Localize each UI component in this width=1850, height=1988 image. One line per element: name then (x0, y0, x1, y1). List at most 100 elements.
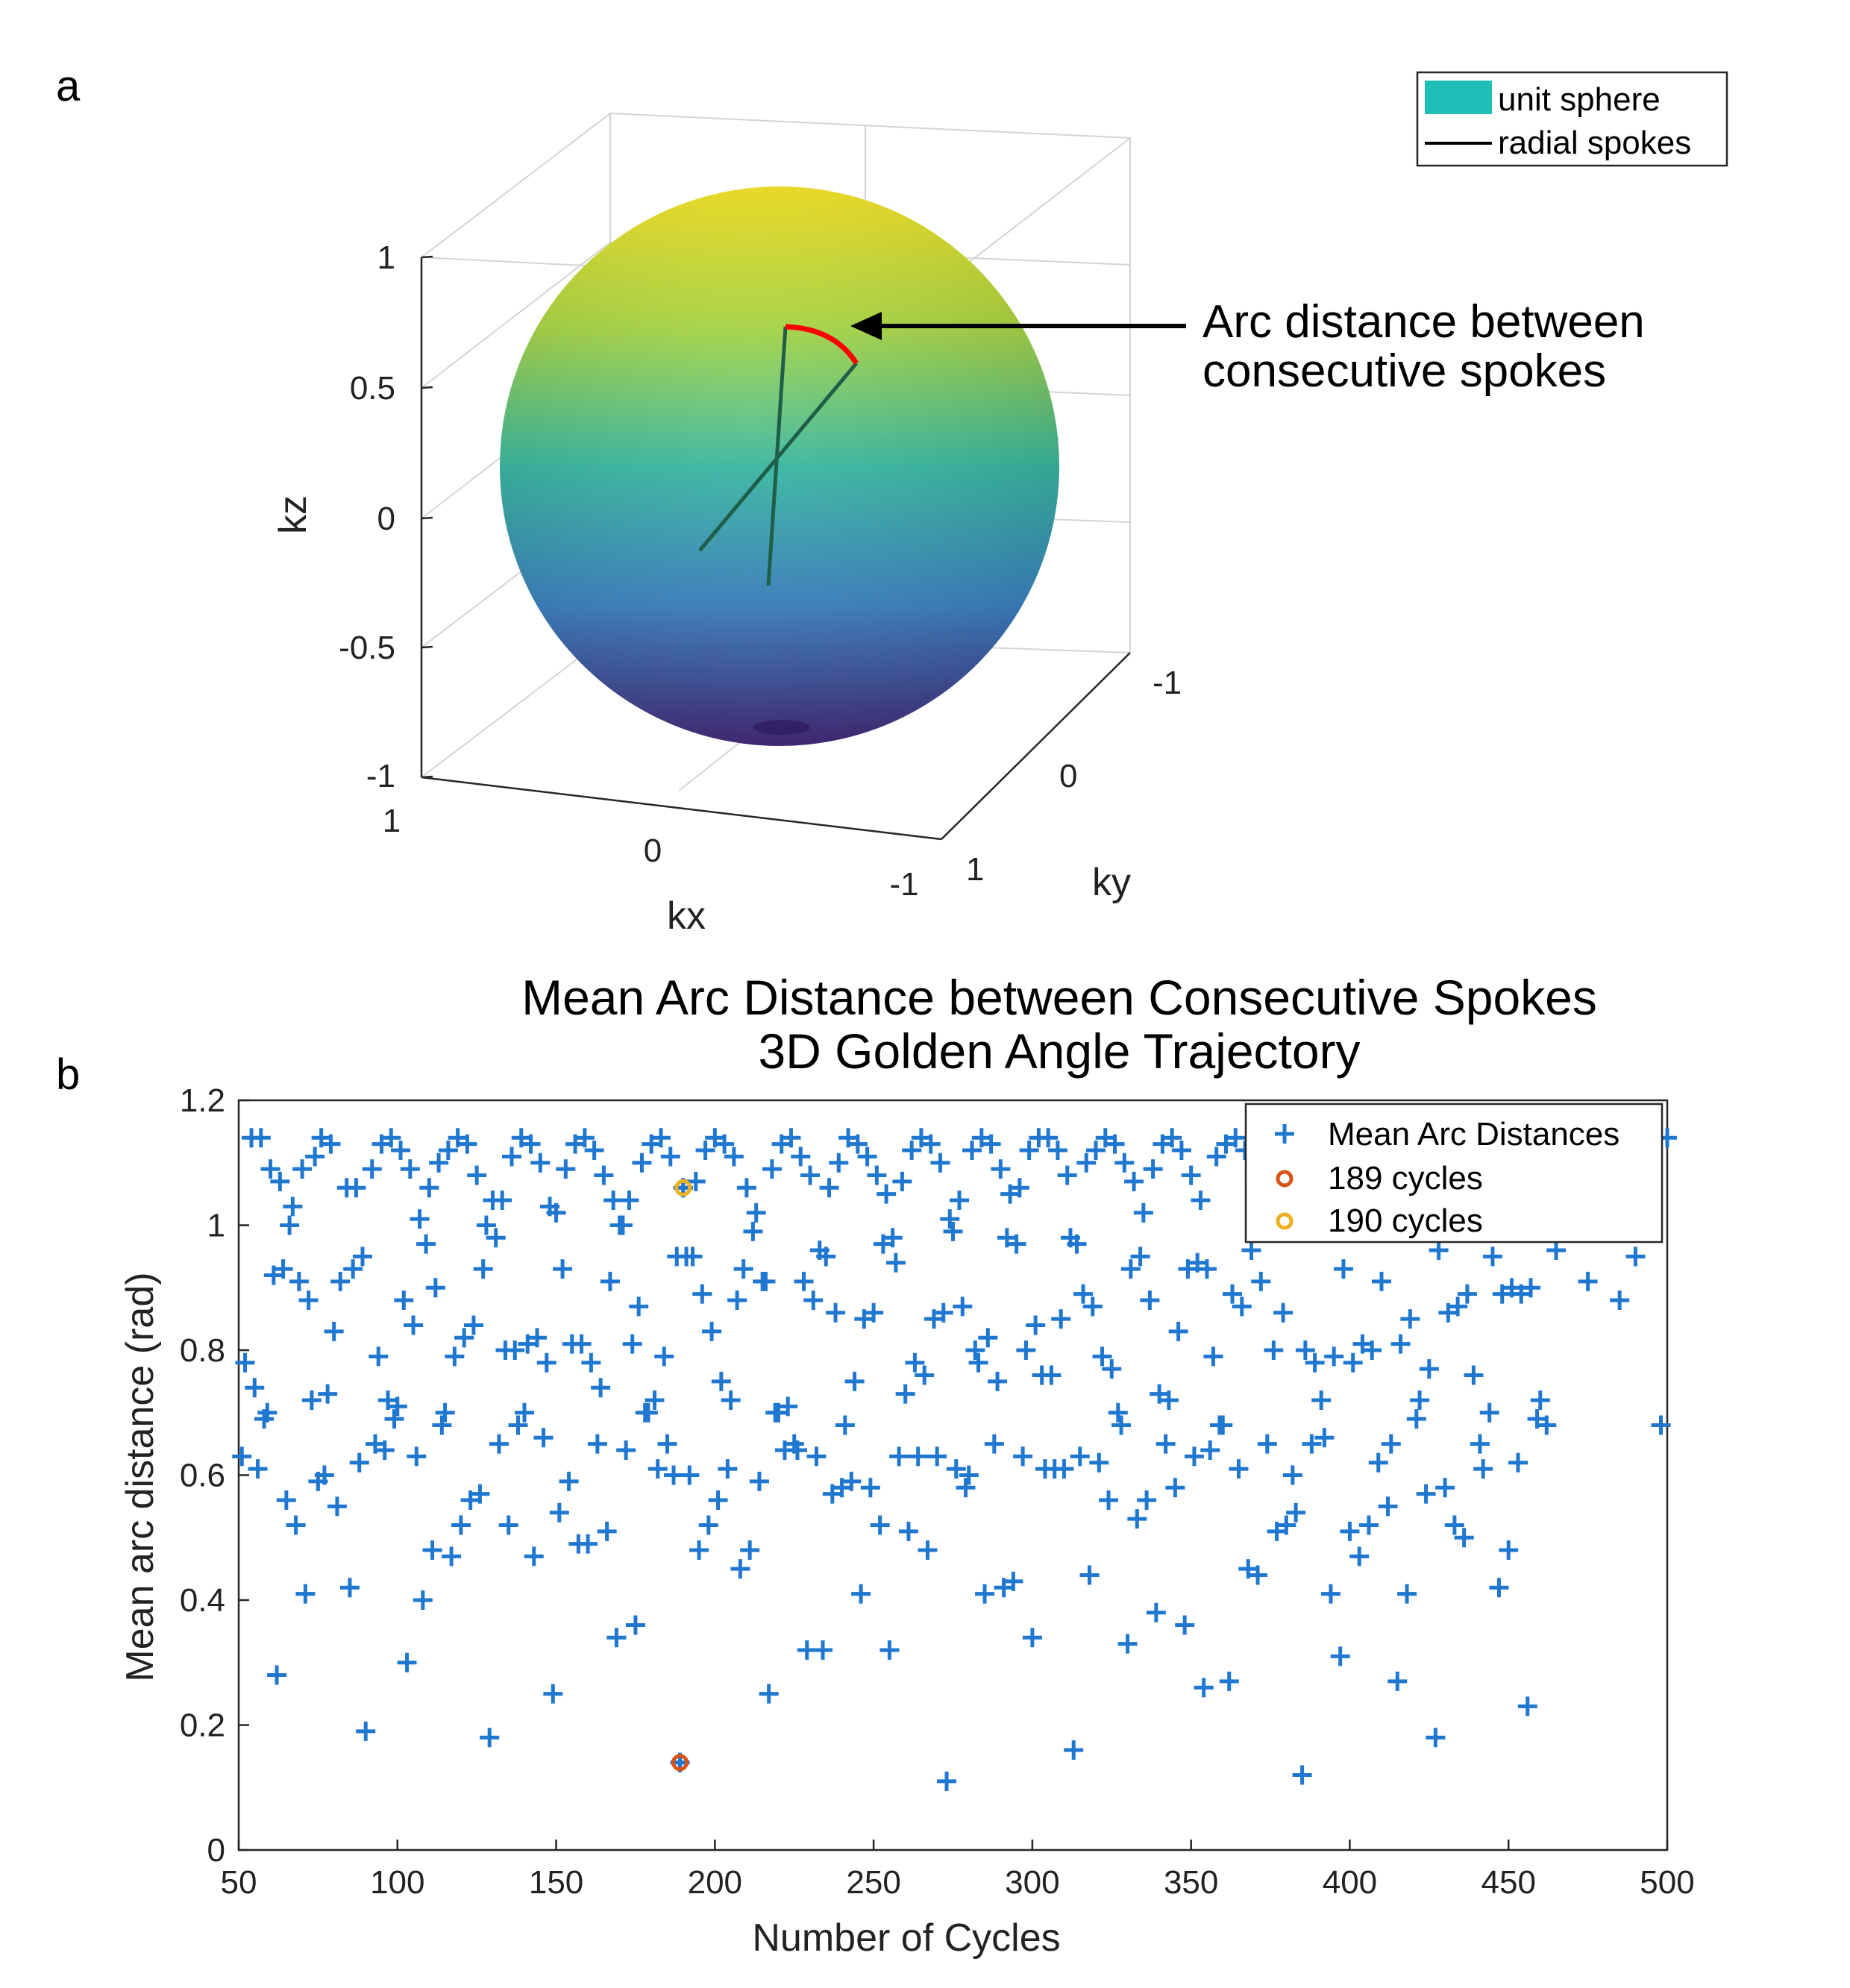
data-point (457, 1134, 477, 1154)
data-point (1229, 1459, 1249, 1479)
data-point (1146, 1602, 1166, 1622)
data-point (844, 1371, 865, 1391)
data-point (650, 1128, 671, 1148)
data-point (698, 1515, 718, 1535)
legend-sphere-label: unit sphere (1498, 81, 1661, 118)
y-tick-label: 0.4 (180, 1582, 225, 1619)
data-point (442, 1546, 462, 1567)
data-point (1378, 1496, 1398, 1517)
legend-circle-marker (1276, 1170, 1294, 1188)
data-point (826, 1302, 846, 1323)
data-point (905, 1352, 925, 1373)
kz-axis-label: kz (272, 495, 315, 534)
legend-plus-marker (1275, 1124, 1294, 1144)
y-tick-label: 0.2 (180, 1708, 225, 1744)
data-point (343, 1259, 363, 1279)
data-point (711, 1371, 731, 1391)
data-point (800, 1165, 820, 1185)
data-point (1120, 1259, 1141, 1279)
data-point (1047, 1141, 1067, 1160)
data-point (727, 1291, 747, 1310)
data-point (543, 1684, 563, 1704)
data-point (1302, 1434, 1322, 1454)
data-point (1130, 1247, 1150, 1267)
data-point (959, 1465, 979, 1485)
data-point (587, 1434, 607, 1454)
data-point-highlight-2 (674, 1179, 692, 1197)
data-point (1454, 1528, 1474, 1548)
data-point (791, 1147, 811, 1167)
data-point (536, 1352, 556, 1373)
data-point (645, 1390, 665, 1410)
data-point (1400, 1309, 1420, 1329)
kz-tick-label: 0.5 (350, 370, 395, 407)
data-point (864, 1302, 884, 1323)
data-point (616, 1440, 636, 1460)
data-point (546, 1202, 566, 1223)
x-axis-label: Number of Cycles (752, 1916, 1060, 1960)
data-point (721, 1390, 741, 1410)
legend-label-189: 189 cycles (1328, 1160, 1483, 1197)
data-point (232, 1446, 252, 1467)
data-point (1416, 1484, 1436, 1504)
data-point (686, 1171, 706, 1191)
data-point (902, 1141, 922, 1160)
data-point (410, 1209, 430, 1229)
data-point (400, 1159, 420, 1179)
data-point (1079, 1565, 1100, 1585)
panel-b-legend: Mean Arc Distances 189 cycles 190 cycles (1244, 1103, 1664, 1244)
data-point (882, 1228, 903, 1248)
radial-spoke-2 (698, 362, 858, 552)
data-point (476, 1215, 496, 1235)
data-point (740, 1540, 760, 1560)
data-point (1213, 1415, 1233, 1435)
data-point (286, 1515, 306, 1535)
data-point (657, 1434, 677, 1454)
data-point (273, 1259, 293, 1279)
data-point (889, 1446, 909, 1467)
data-point (245, 1378, 265, 1398)
x-tick-label: 150 (529, 1864, 583, 1901)
data-point (908, 1446, 928, 1467)
data-point (425, 1278, 445, 1298)
data-point (829, 1153, 849, 1173)
data-point (1175, 1615, 1195, 1635)
data-point (486, 1228, 506, 1248)
legend-marker-189 (1276, 1170, 1294, 1188)
panel-a-legend: unit sphere radial spokes (1416, 71, 1728, 167)
data-point (435, 1402, 455, 1423)
data-point (419, 1178, 439, 1198)
data-point (943, 1221, 963, 1241)
data-point (877, 1184, 897, 1204)
data-point (1479, 1402, 1499, 1423)
data-point (632, 1153, 652, 1173)
data-point (553, 1259, 573, 1279)
data-point (314, 1465, 334, 1485)
data-point (346, 1178, 366, 1198)
data-point (1333, 1259, 1353, 1279)
data-point (946, 1459, 966, 1479)
data-point (1470, 1434, 1490, 1454)
data-point (1444, 1515, 1464, 1535)
data-point (1406, 1409, 1426, 1429)
panel-a: a (56, 62, 1728, 938)
data-point (1086, 1141, 1106, 1160)
data-point (915, 1365, 935, 1385)
data-point (356, 1721, 376, 1741)
data-point (394, 1291, 414, 1310)
data-point (1314, 1428, 1335, 1448)
data-point (1410, 1390, 1430, 1410)
data-point (975, 1584, 995, 1604)
ky-tick-label: -1 (1153, 665, 1182, 701)
data-point (1435, 1478, 1455, 1498)
data-point (1651, 1415, 1671, 1435)
data-point (289, 1271, 309, 1291)
data-point (692, 1284, 712, 1304)
data-point (988, 1371, 1008, 1391)
data-point (1064, 1740, 1084, 1760)
data-point (1117, 1634, 1138, 1654)
data-point (267, 1665, 287, 1685)
data-point (349, 1452, 369, 1473)
data-point (463, 1315, 483, 1335)
